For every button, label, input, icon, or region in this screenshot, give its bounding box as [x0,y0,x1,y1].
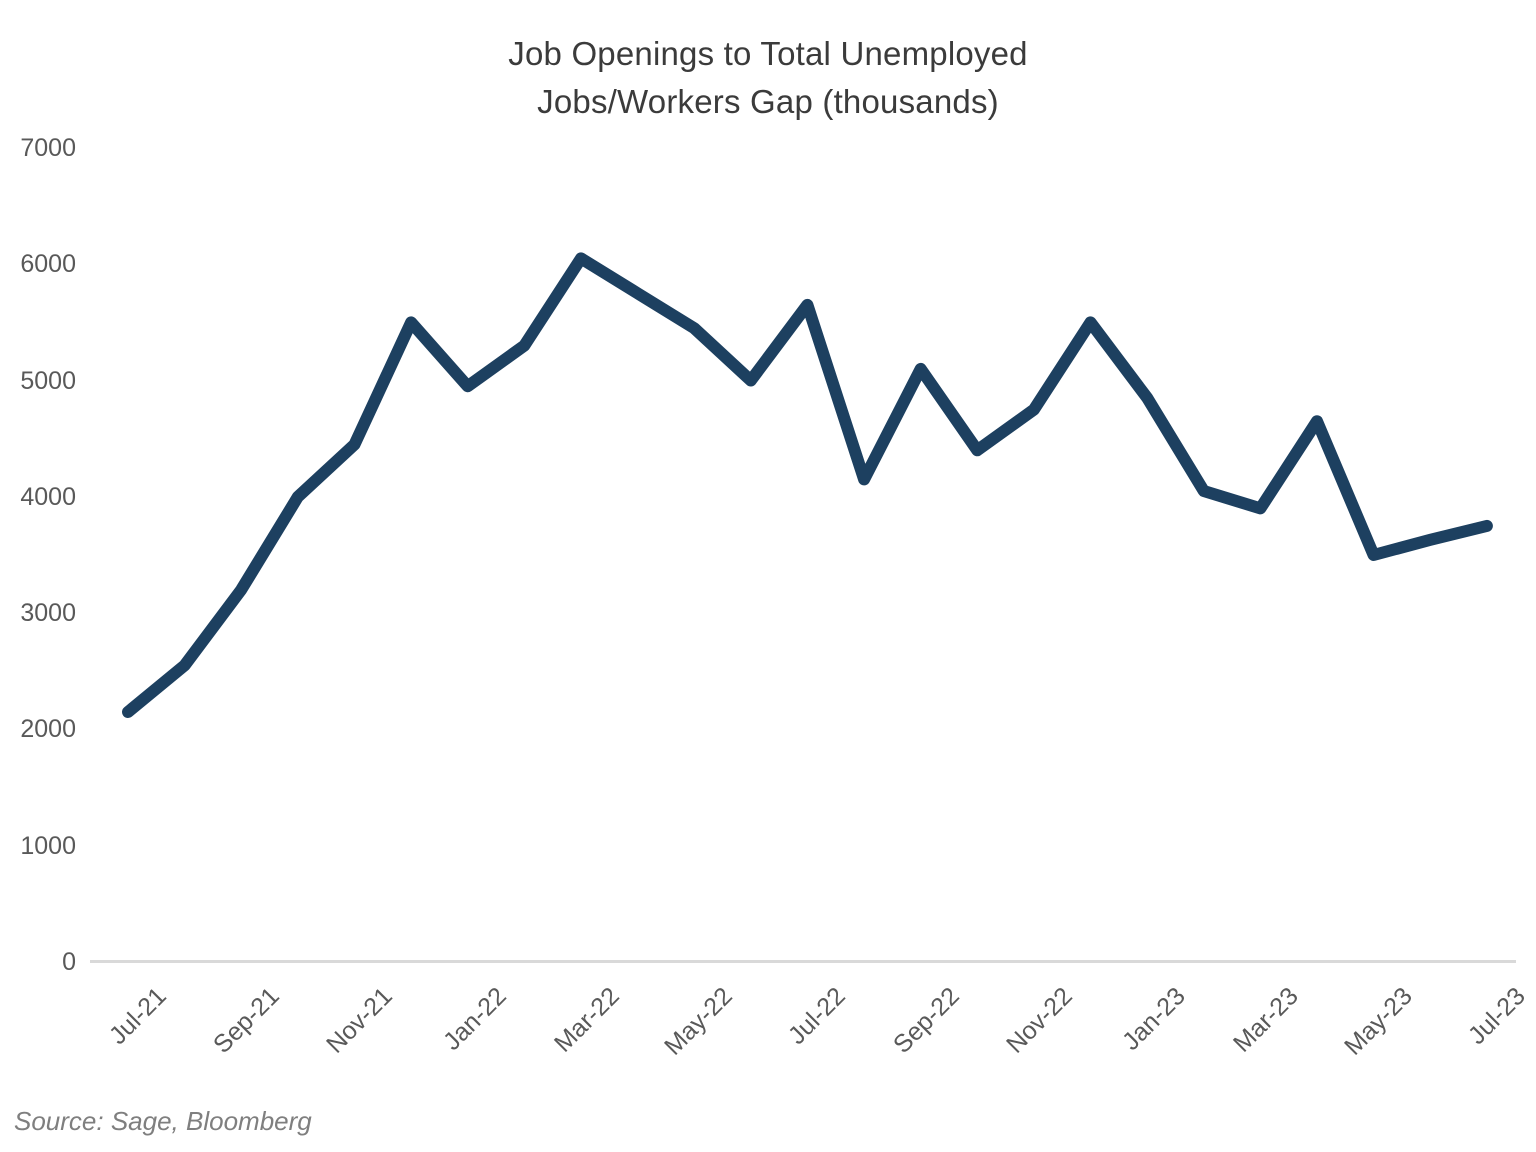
y-axis-label: 2000 [20,715,76,744]
y-axis-label: 6000 [20,250,76,279]
chart-title: Job Openings to Total Unemployed Jobs/Wo… [0,30,1536,126]
y-axis-label: 1000 [20,831,76,860]
source-note: Source: Sage, Bloomberg [14,1106,312,1136]
y-axis-label: 3000 [20,599,76,628]
y-axis-label: 0 [62,948,76,976]
y-axis-label: 5000 [20,366,76,395]
y-axis-label: 7000 [20,133,76,162]
y-axis-label: 4000 [20,482,76,511]
x-axis-line [90,960,1516,963]
chart-title-line2: Jobs/Workers Gap (thousands) [537,83,999,120]
chart-title-line1: Job Openings to Total Unemployed [508,35,1028,72]
jobs-workers-gap-line [122,252,1493,718]
